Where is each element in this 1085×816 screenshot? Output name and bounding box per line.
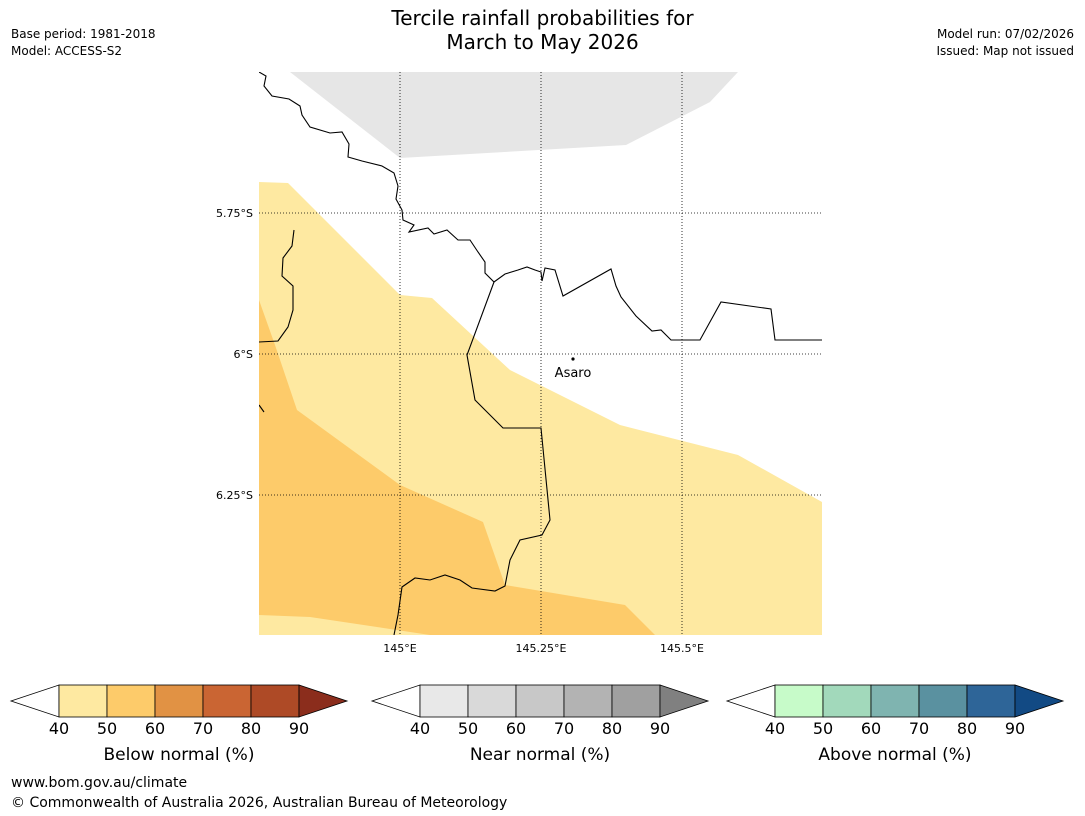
metadata-right: Model run: 07/02/2026 Issued: Map not is… xyxy=(936,26,1074,60)
longitude-label: 145°E xyxy=(383,642,416,655)
colorbar-title: Below normal (%) xyxy=(103,745,255,765)
border-islet xyxy=(259,404,265,413)
colorbar-tick-label: 90 xyxy=(288,719,310,738)
colorbar-tick-label: 80 xyxy=(956,719,978,738)
border-inner xyxy=(393,281,551,635)
colorbar-swatch xyxy=(154,684,204,718)
near-normal-40-50-area xyxy=(259,72,738,158)
colorbar-tick-label: 40 xyxy=(409,719,431,738)
colorbar-below xyxy=(9,684,349,718)
copyright-notice: © Commonwealth of Australia 2026, Austra… xyxy=(11,795,508,811)
coastlines xyxy=(259,72,822,635)
latitude-label: 6.25°S xyxy=(216,489,253,502)
colorbar-swatch xyxy=(774,684,824,718)
colorbar-over-extension xyxy=(298,684,349,718)
colorbar-under-extension xyxy=(9,684,60,718)
colorbar-over-extension xyxy=(1014,684,1065,718)
colorbar-tick-label: 80 xyxy=(240,719,262,738)
colorbar-tick-label: 50 xyxy=(96,719,118,738)
colorbar-tick-label: 50 xyxy=(812,719,834,738)
map-panel xyxy=(259,72,822,635)
colorbar-swatch xyxy=(918,684,968,718)
colorbar-tick-label: 40 xyxy=(764,719,786,738)
colorbar-tick-label: 70 xyxy=(192,719,214,738)
border-west xyxy=(259,229,295,343)
colorbar-swatch xyxy=(515,684,565,718)
colorbar-swatch xyxy=(966,684,1016,718)
colorbar-swatch xyxy=(870,684,920,718)
colorbar-swatch xyxy=(822,684,872,718)
title-line-1: Tercile rainfall probabilities for xyxy=(391,6,694,30)
location-marker: Asaro xyxy=(555,357,592,381)
model-run: Model run: 07/02/2026 xyxy=(936,27,1074,41)
colorbar-near xyxy=(370,684,710,718)
longitude-label: 145.5°E xyxy=(660,642,704,655)
map-title: Tercile rainfall probabilities for March… xyxy=(0,6,1085,54)
colorbar-tick-label: 90 xyxy=(649,719,671,738)
metadata-left: Base period: 1981-2018 Model: ACCESS-S2 xyxy=(11,26,156,60)
colorbar-swatch xyxy=(467,684,517,718)
colorbar-above xyxy=(725,684,1065,718)
colorbar-tick-label: 60 xyxy=(144,719,166,738)
colorbar-tick-label: 70 xyxy=(908,719,930,738)
colorbar-tick-label: 60 xyxy=(860,719,882,738)
base-period: Base period: 1981-2018 xyxy=(11,27,156,41)
latitude-label: 5.75°S xyxy=(216,207,253,220)
colorbar-swatch xyxy=(58,684,108,718)
colorbar-title: Above normal (%) xyxy=(818,745,972,765)
location-label: Asaro xyxy=(555,366,592,381)
colorbar-swatch xyxy=(202,684,252,718)
colorbar-tick-label: 40 xyxy=(48,719,70,738)
model-name: Model: ACCESS-S2 xyxy=(11,44,123,58)
colorbar-swatch xyxy=(563,684,613,718)
longitude-label: 145.25°E xyxy=(516,642,567,655)
colorbar-under-extension xyxy=(725,684,776,718)
latitude-labels: 5.75°S 6°S 6.25°S xyxy=(216,207,253,502)
colorbar-tick-label: 50 xyxy=(457,719,479,738)
graticule xyxy=(259,72,822,635)
colorbar-title: Near normal (%) xyxy=(469,745,611,765)
below-normal-50-60-area xyxy=(259,300,655,635)
latitude-label: 6°S xyxy=(234,348,253,361)
colorbar-tick-label: 60 xyxy=(505,719,527,738)
title-line-2: March to May 2026 xyxy=(446,30,639,54)
colorbar-over-extension xyxy=(659,684,710,718)
colorbar-swatch xyxy=(419,684,469,718)
location-dot xyxy=(571,357,575,361)
colorbar-tick-label: 80 xyxy=(601,719,623,738)
colorbar-swatch xyxy=(106,684,156,718)
colorbar-swatch xyxy=(250,684,300,718)
border-north xyxy=(259,72,822,341)
colorbar-tick-label: 70 xyxy=(553,719,575,738)
colorbar-tick-label: 90 xyxy=(1004,719,1026,738)
website-link[interactable]: www.bom.gov.au/climate xyxy=(11,775,188,791)
colorbar-under-extension xyxy=(370,684,421,718)
longitude-labels: 145°E 145.25°E 145.5°E xyxy=(383,642,704,655)
colorbar-swatch xyxy=(611,684,661,718)
issued-status: Issued: Map not issued xyxy=(936,44,1074,58)
